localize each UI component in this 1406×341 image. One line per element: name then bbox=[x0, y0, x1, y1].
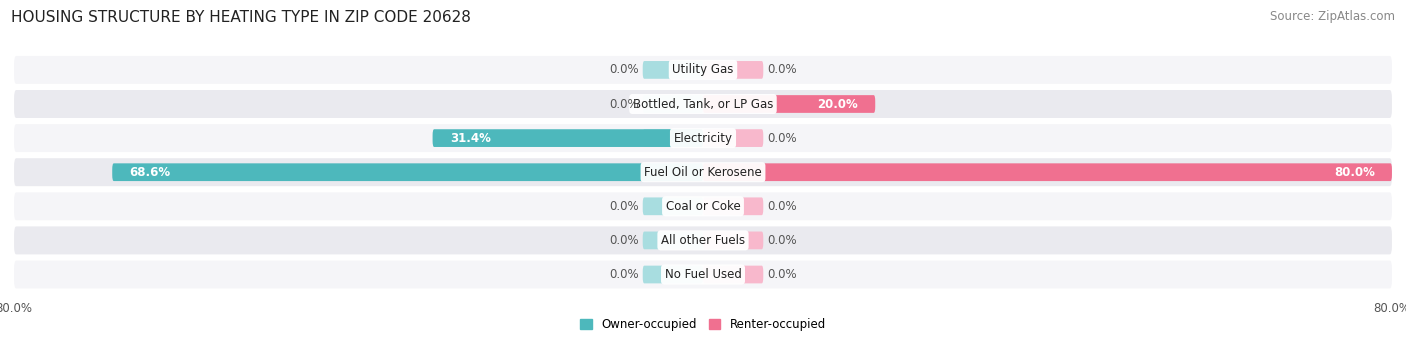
FancyBboxPatch shape bbox=[643, 163, 703, 181]
FancyBboxPatch shape bbox=[643, 232, 703, 249]
FancyBboxPatch shape bbox=[14, 158, 1392, 186]
Text: 0.0%: 0.0% bbox=[609, 234, 638, 247]
Text: 68.6%: 68.6% bbox=[129, 166, 170, 179]
FancyBboxPatch shape bbox=[703, 163, 1392, 181]
Text: Fuel Oil or Kerosene: Fuel Oil or Kerosene bbox=[644, 166, 762, 179]
Text: 0.0%: 0.0% bbox=[609, 200, 638, 213]
FancyBboxPatch shape bbox=[643, 61, 703, 79]
Text: Coal or Coke: Coal or Coke bbox=[665, 200, 741, 213]
Text: 0.0%: 0.0% bbox=[768, 200, 797, 213]
Text: 0.0%: 0.0% bbox=[768, 234, 797, 247]
FancyBboxPatch shape bbox=[14, 124, 1392, 152]
FancyBboxPatch shape bbox=[703, 95, 875, 113]
FancyBboxPatch shape bbox=[112, 163, 703, 181]
FancyBboxPatch shape bbox=[703, 95, 763, 113]
FancyBboxPatch shape bbox=[703, 163, 763, 181]
FancyBboxPatch shape bbox=[703, 232, 763, 249]
FancyBboxPatch shape bbox=[643, 95, 703, 113]
FancyBboxPatch shape bbox=[703, 129, 763, 147]
Text: 0.0%: 0.0% bbox=[768, 268, 797, 281]
Text: 0.0%: 0.0% bbox=[609, 268, 638, 281]
FancyBboxPatch shape bbox=[433, 129, 703, 147]
Text: Source: ZipAtlas.com: Source: ZipAtlas.com bbox=[1270, 10, 1395, 23]
Text: 20.0%: 20.0% bbox=[817, 98, 858, 110]
Text: 0.0%: 0.0% bbox=[768, 63, 797, 76]
FancyBboxPatch shape bbox=[643, 197, 703, 215]
FancyBboxPatch shape bbox=[14, 192, 1392, 220]
FancyBboxPatch shape bbox=[703, 197, 763, 215]
Text: Utility Gas: Utility Gas bbox=[672, 63, 734, 76]
Text: Bottled, Tank, or LP Gas: Bottled, Tank, or LP Gas bbox=[633, 98, 773, 110]
Text: 0.0%: 0.0% bbox=[768, 132, 797, 145]
Text: All other Fuels: All other Fuels bbox=[661, 234, 745, 247]
Text: HOUSING STRUCTURE BY HEATING TYPE IN ZIP CODE 20628: HOUSING STRUCTURE BY HEATING TYPE IN ZIP… bbox=[11, 10, 471, 25]
FancyBboxPatch shape bbox=[643, 129, 703, 147]
Text: Electricity: Electricity bbox=[673, 132, 733, 145]
Text: 0.0%: 0.0% bbox=[609, 98, 638, 110]
Legend: Owner-occupied, Renter-occupied: Owner-occupied, Renter-occupied bbox=[575, 313, 831, 336]
FancyBboxPatch shape bbox=[703, 266, 763, 283]
FancyBboxPatch shape bbox=[14, 56, 1392, 84]
FancyBboxPatch shape bbox=[643, 266, 703, 283]
FancyBboxPatch shape bbox=[14, 226, 1392, 254]
FancyBboxPatch shape bbox=[14, 261, 1392, 288]
Text: 80.0%: 80.0% bbox=[1334, 166, 1375, 179]
Text: 31.4%: 31.4% bbox=[450, 132, 491, 145]
FancyBboxPatch shape bbox=[703, 61, 763, 79]
Text: No Fuel Used: No Fuel Used bbox=[665, 268, 741, 281]
Text: 0.0%: 0.0% bbox=[609, 63, 638, 76]
FancyBboxPatch shape bbox=[14, 90, 1392, 118]
